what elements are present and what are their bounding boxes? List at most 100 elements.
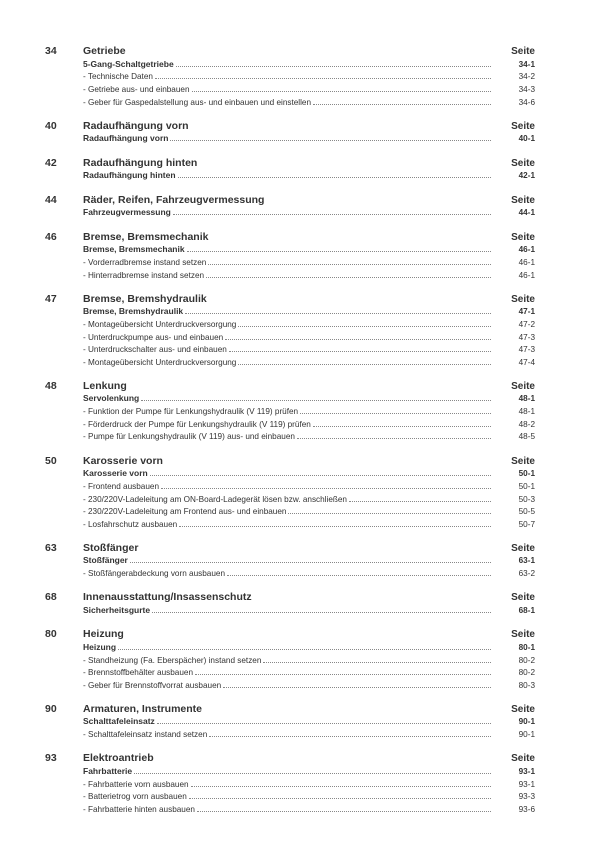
leader-dots [300,413,491,414]
section-header: 50Karosserie vornSeite [45,455,535,467]
toc-section: 90Armaturen, InstrumenteSeiteSchalttafel… [45,703,535,741]
entry-label: Bremse, Bremsmechanik [83,244,185,255]
page-heading-label: Seite [495,381,535,392]
entry-label: - Unterdruckpumpe aus- und einbauen [83,332,223,343]
toc-section: 93ElektroantriebSeiteFahrbatterie93-1- F… [45,752,535,815]
page-number: 47-4 [495,357,535,368]
toc-row: Bremse, Bremsmechanik46-1 [45,244,535,255]
toc-row: - Geber für Gaspedalstellung aus- und ei… [45,97,535,108]
page-heading-label: Seite [495,232,535,243]
entry-label: Bremse, Bremshydraulik [83,306,183,317]
leader-dots [225,339,491,340]
toc-section: 80HeizungSeiteHeizung80-1- Standheizung … [45,628,535,691]
entry-label: - Hinterradbremse instand setzen [83,270,204,281]
page-heading-label: Seite [495,592,535,603]
section-header: 34GetriebeSeite [45,45,535,57]
page-number: 50-5 [495,506,535,517]
entry-label: - Getriebe aus- und einbauen [83,84,190,95]
toc-row: - Hinterradbremse instand setzen 46-1 [45,270,535,281]
entry-label: Heizung [83,642,116,653]
toc-section: 34GetriebeSeite5-Gang-Schaltgetriebe34-1… [45,45,535,108]
entry-label: - Fahrbatterie hinten ausbauen [83,804,195,815]
chapter-title: Bremse, Bremsmechanik [83,231,495,243]
chapter-title: Radaufhängung vorn [83,120,495,132]
leader-dots [118,649,491,650]
chapter-number: 46 [45,231,83,243]
page-number: 48-5 [495,431,535,442]
entry-label: Fahrzeugvermessung [83,207,171,218]
entry-label: - Losfahrschutz ausbauen [83,519,177,530]
entry-label: Sicherheitsgurte [83,605,150,616]
chapter-number: 90 [45,703,83,715]
leader-dots [195,674,491,675]
leader-dots [297,438,491,439]
toc-row: - Unterdruckpumpe aus- und einbauen 47-3 [45,332,535,343]
toc-section: 44Räder, Reifen, FahrzeugvermessungSeite… [45,194,535,219]
chapter-title: Armaturen, Instrumente [83,703,495,715]
section-header: 48LenkungSeite [45,380,535,392]
leader-dots [141,400,491,401]
entry-label: Karosserie vorn [83,468,148,479]
leader-dots [179,526,491,527]
toc-page: 34GetriebeSeite5-Gang-Schaltgetriebe34-1… [0,0,600,848]
toc-section: 46Bremse, BremsmechanikSeiteBremse, Brem… [45,231,535,281]
page-heading-label: Seite [495,753,535,764]
entry-label: - Fahrbatterie vorn ausbauen [83,779,189,790]
leader-dots [176,66,491,67]
page-heading-label: Seite [495,629,535,640]
page-heading-label: Seite [495,158,535,169]
entry-label: - Pumpe für Lenkungshydraulik (V 119) au… [83,431,295,442]
entry-label: - Geber für Gaspedalstellung aus- und ei… [83,97,311,108]
toc-row: - Förderdruck der Pumpe für Lenkungshydr… [45,419,535,430]
page-heading-label: Seite [495,121,535,132]
toc-row: Fahrbatterie93-1 [45,766,535,777]
chapter-title: Bremse, Bremshydraulik [83,293,495,305]
table-of-contents: 34GetriebeSeite5-Gang-Schaltgetriebe34-1… [45,45,535,815]
chapter-title: Lenkung [83,380,495,392]
toc-section: 40Radaufhängung vornSeiteRadaufhängung v… [45,120,535,145]
page-number: 90-1 [495,729,535,740]
page-number: 48-2 [495,419,535,430]
page-number: 34-2 [495,71,535,82]
section-header: 46Bremse, BremsmechanikSeite [45,231,535,243]
entry-label: - Montageübersicht Unterdruckversorgung [83,357,236,368]
entry-label: Radaufhängung hinten [83,170,176,181]
page-number: 42-1 [495,170,535,181]
entry-label: - 230/220V-Ladeleitung am Frontend aus- … [83,506,286,517]
toc-row: Radaufhängung hinten 42-1 [45,170,535,181]
toc-row: Fahrzeugvermessung44-1 [45,207,535,218]
page-number: 80-1 [495,642,535,653]
toc-row: Schalttafeleinsatz90-1 [45,716,535,727]
leader-dots [178,177,491,178]
page-number: 47-3 [495,332,535,343]
leader-dots [170,140,491,141]
leader-dots [197,811,491,812]
page-number: 48-1 [495,406,535,417]
chapter-number: 68 [45,591,83,603]
page-number: 80-2 [495,655,535,666]
toc-row: Stoßfänger63-1 [45,555,535,566]
entry-label: - Geber für Brennstoffvorrat ausbauen [83,680,221,691]
leader-dots [185,313,491,314]
leader-dots [263,662,491,663]
toc-row: - Standheizung (Fa. Eberspächer) instand… [45,655,535,666]
leader-dots [238,326,491,327]
section-header: 47Bremse, BremshydraulikSeite [45,293,535,305]
page-number: 63-1 [495,555,535,566]
toc-row: Radaufhängung vorn40-1 [45,133,535,144]
page-number: 46-1 [495,270,535,281]
chapter-number: 42 [45,157,83,169]
toc-row: Karosserie vorn50-1 [45,468,535,479]
page-number: 80-2 [495,667,535,678]
leader-dots [134,773,491,774]
toc-row: Bremse, Bremshydraulik47-1 [45,306,535,317]
entry-label: - Schalttafeleinsatz instand setzen [83,729,207,740]
toc-row: - Getriebe aus- und einbauen34-3 [45,84,535,95]
section-header: 90Armaturen, InstrumenteSeite [45,703,535,715]
page-number: 47-3 [495,344,535,355]
chapter-title: Innenausstattung/Insassenschutz [83,591,495,603]
leader-dots [189,798,491,799]
leader-dots [157,723,491,724]
page-number: 48-1 [495,393,535,404]
leader-dots [152,612,491,613]
